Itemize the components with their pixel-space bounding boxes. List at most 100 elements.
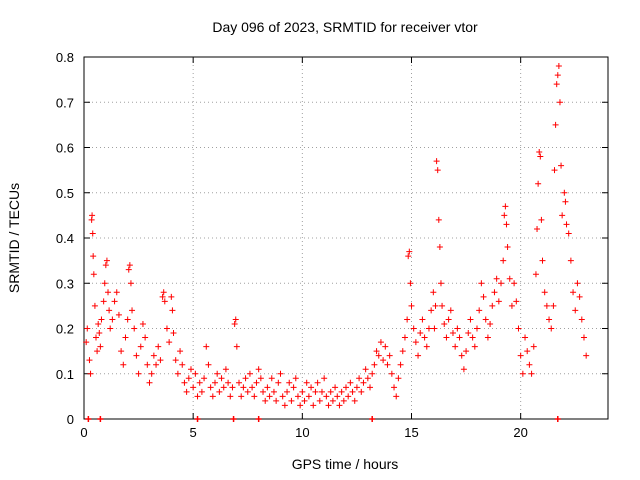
data-point [314, 379, 321, 386]
data-point [218, 375, 225, 382]
data-point [498, 280, 505, 287]
data-point [343, 384, 349, 391]
data-point [382, 343, 389, 350]
data-point [327, 388, 334, 395]
data-point [530, 343, 537, 350]
data-point [155, 343, 162, 350]
data-point [277, 370, 284, 377]
data-point [144, 361, 151, 368]
data-point [308, 384, 315, 391]
data-point [373, 348, 380, 355]
data-point [465, 330, 472, 337]
data-point [495, 298, 502, 305]
data-point [558, 162, 565, 169]
data-point [94, 348, 101, 355]
data-point [349, 388, 356, 395]
data-point [436, 244, 443, 251]
data-point [187, 366, 194, 373]
data-point [554, 72, 561, 79]
data-point [345, 393, 352, 400]
data-point [513, 298, 520, 305]
data-point [207, 384, 214, 391]
data-point [174, 370, 181, 377]
y-tick-label: 0.7 [56, 95, 74, 110]
data-point [266, 393, 273, 400]
data-point [526, 361, 533, 368]
y-tick-label: 0.1 [56, 367, 74, 382]
data-point [257, 375, 264, 382]
y-axis-label: SRMTID / TECUs [6, 183, 22, 293]
data-point [159, 293, 166, 300]
data-point [397, 361, 404, 368]
data-point [534, 225, 541, 232]
data-point [367, 384, 374, 391]
baseline-marker [554, 416, 561, 422]
data-point [452, 343, 459, 350]
data-point [203, 343, 210, 350]
data-point [439, 302, 446, 309]
data-point [305, 393, 312, 400]
data-point [433, 158, 440, 165]
data-point [480, 293, 487, 300]
data-point [493, 275, 500, 282]
data-point [432, 302, 439, 309]
data-point [421, 334, 428, 341]
chart-title: Day 096 of 2023, SRMTID for receiver vto… [212, 19, 478, 35]
y-tick-label: 0.2 [56, 322, 74, 337]
y-tick-label: 0.3 [56, 276, 74, 291]
data-point [332, 384, 339, 391]
data-point [508, 302, 515, 309]
data-point [238, 393, 245, 400]
data-point [212, 379, 218, 386]
data-point [543, 302, 550, 309]
data-point [148, 370, 155, 377]
data-point [338, 388, 345, 395]
baseline-marker [194, 416, 201, 422]
data-point [90, 253, 97, 260]
data-point [583, 352, 590, 359]
data-point [447, 307, 454, 314]
data-point [572, 307, 579, 314]
data-point [89, 212, 96, 219]
data-point [384, 361, 391, 368]
data-point [580, 334, 587, 341]
data-point [133, 352, 140, 359]
data-point [264, 384, 271, 391]
baseline-marker [97, 416, 104, 422]
data-point [142, 334, 149, 341]
data-point [347, 379, 354, 386]
data-point [550, 302, 557, 309]
data-point [467, 316, 474, 323]
data-point [500, 257, 507, 264]
data-point [192, 370, 199, 377]
data-point [194, 393, 201, 400]
data-point [97, 343, 104, 350]
data-point [209, 393, 216, 400]
data-point [286, 379, 293, 386]
data-point [395, 375, 402, 382]
data-point [84, 325, 91, 332]
data-point [562, 198, 569, 205]
data-point [101, 280, 108, 287]
data-point [546, 316, 553, 323]
data-point [535, 180, 542, 187]
data-point [303, 379, 310, 386]
x-tick-label: 0 [80, 425, 87, 440]
data-point [172, 357, 179, 364]
data-point [456, 334, 463, 341]
data-point [233, 343, 240, 350]
data-point [574, 280, 581, 287]
data-point [255, 366, 262, 373]
data-point [419, 316, 426, 323]
baseline-marker [255, 416, 262, 422]
data-point [240, 384, 247, 391]
data-point [539, 257, 546, 264]
data-point [522, 334, 529, 341]
baseline-marker [369, 416, 376, 422]
data-point [576, 293, 583, 300]
data-point [106, 307, 113, 314]
data-point [107, 325, 114, 332]
data-point [364, 375, 371, 382]
data-point [86, 357, 93, 364]
data-point [166, 339, 173, 346]
